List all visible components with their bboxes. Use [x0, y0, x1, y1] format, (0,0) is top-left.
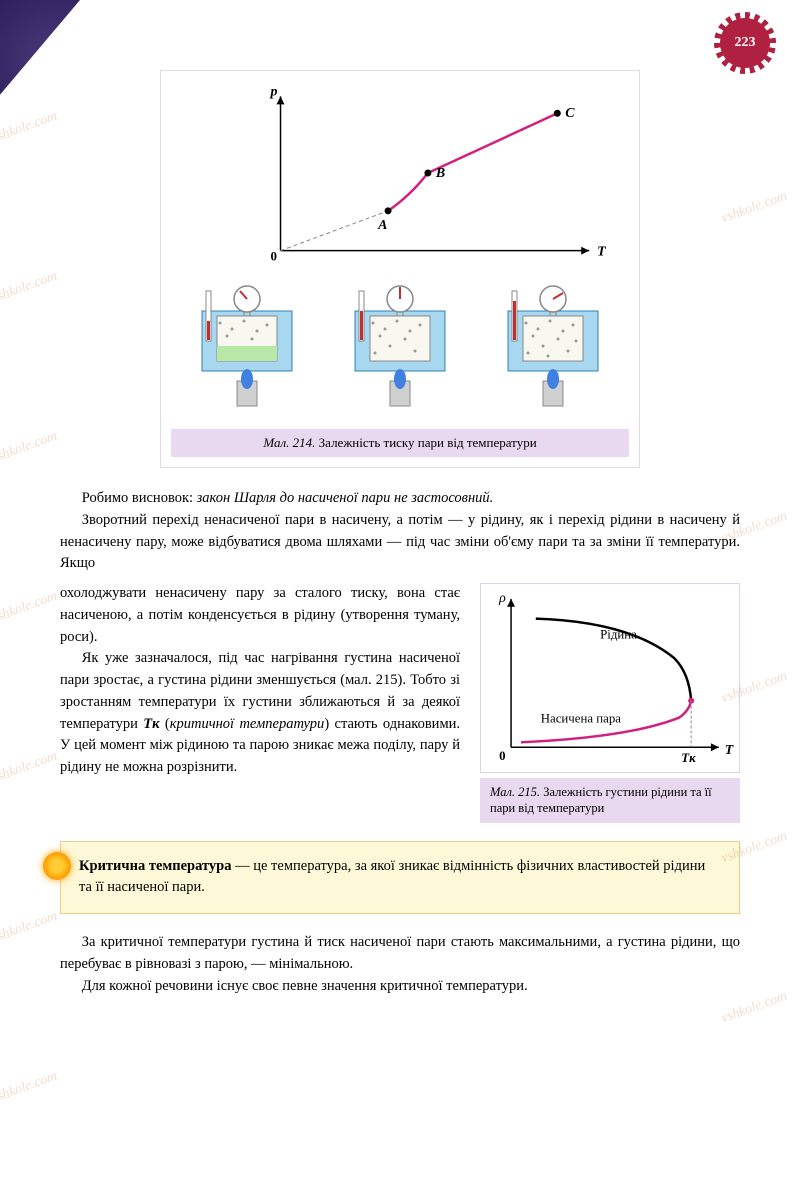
- experiment-illustrations: [171, 281, 629, 421]
- figure-214: 0 T p A B C: [160, 70, 640, 468]
- y-label-215: ρ: [498, 590, 506, 605]
- p2-cont: охолоджувати ненасичену пару за сталого …: [60, 585, 460, 645]
- caption-215-label: Мал. 215.: [490, 785, 540, 799]
- experiment-3: [488, 281, 618, 421]
- p3-b: (: [159, 716, 169, 732]
- caption-text: Залежність тиску пари від температури: [319, 435, 537, 450]
- two-column-section: охолоджувати ненасичену пару за сталого …: [60, 583, 740, 823]
- page-content: 0 T p A B C: [60, 70, 740, 997]
- p1-italic: закон Шарля до насиченої пари не застосо…: [197, 490, 494, 506]
- p1-prefix: Робимо висновок:: [82, 490, 197, 506]
- point-a-label: A: [377, 218, 387, 233]
- caption-label: Мал. 214.: [263, 435, 315, 450]
- p5: Для кожної речовини існує своє певне зна…: [60, 976, 740, 998]
- figure-215-caption: Мал. 215. Залежність густини рідини та ї…: [480, 778, 740, 823]
- definition-box: Критична температура — це температура, з…: [60, 841, 740, 915]
- p3-italic: критичної температури: [170, 716, 325, 732]
- left-text-column: охолоджувати ненасичену пару за сталого …: [60, 583, 460, 823]
- experiment-1: [182, 281, 312, 421]
- page-number-badge: 223: [720, 18, 770, 68]
- p4: За критичної температури густина й тиск …: [60, 932, 740, 976]
- origin-label: 0: [271, 249, 277, 264]
- figure-214-caption: Мал. 214. Залежність тиску пари від темп…: [171, 429, 629, 457]
- figure-215: 0 T ρ Tк Рідина Насичена пара Мал. 215. …: [480, 583, 740, 823]
- chart-214: 0 T p A B C: [171, 81, 629, 271]
- point-b-label: B: [435, 166, 445, 181]
- def-term: Критична температура: [79, 858, 231, 874]
- x-label-215: T: [725, 742, 734, 757]
- text-block-1: Робимо висновок: закон Шарля до насичено…: [60, 488, 740, 575]
- vapor-label: Насичена пара: [541, 712, 622, 726]
- p2-start: Зворотний перехід ненасиченої пари в нас…: [60, 512, 740, 572]
- x-axis-label: T: [597, 245, 606, 260]
- y-axis-label: p: [270, 84, 278, 99]
- p3-tk: Tк: [143, 716, 159, 732]
- chart-215: 0 T ρ Tк Рідина Насичена пара: [480, 583, 740, 773]
- tk-label: Tк: [681, 751, 696, 765]
- liquid-label: Рідина: [600, 627, 637, 641]
- experiment-2: [335, 281, 465, 421]
- page-number: 223: [735, 35, 756, 51]
- origin-label-215: 0: [499, 749, 505, 763]
- point-c-label: C: [565, 106, 575, 121]
